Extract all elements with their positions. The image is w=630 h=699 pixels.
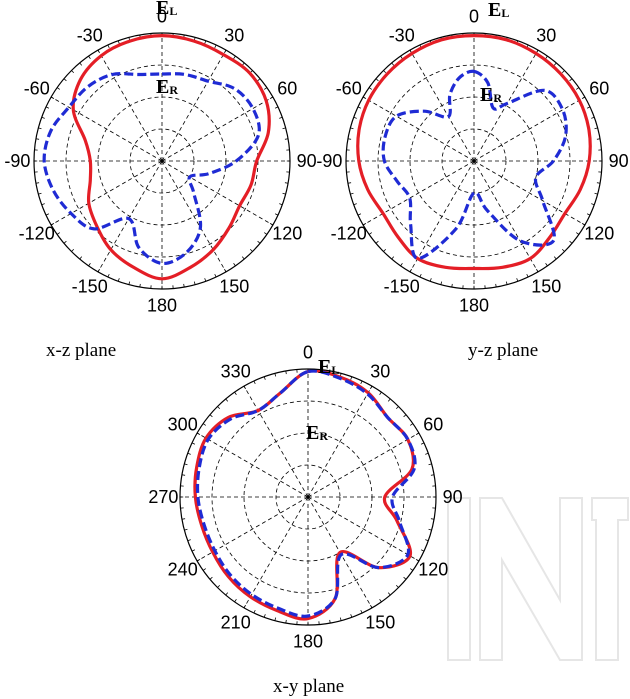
grid-spoke <box>243 385 309 498</box>
series-label-er: ER <box>480 84 502 106</box>
grid-spoke <box>473 160 586 226</box>
caption-xz-plane: x-z plane <box>46 340 117 361</box>
grid-spoke <box>161 96 274 162</box>
grid-spoke <box>161 160 274 226</box>
grid-spoke <box>362 96 475 162</box>
angle-tick-label: 90 <box>609 151 629 171</box>
grid-spoke <box>161 49 227 162</box>
watermark-logo <box>447 497 629 661</box>
angle-tick-label: 30 <box>370 362 390 382</box>
angle-tick-label: 0 <box>157 6 167 26</box>
series-er-line <box>195 369 417 618</box>
angle-tick-label: 0 <box>469 6 479 26</box>
angle-tick-label: 120 <box>418 559 448 579</box>
grid-spoke <box>243 496 309 609</box>
angle-tick-label: 0 <box>303 342 313 362</box>
grid-spoke <box>473 160 539 273</box>
polar-chart-0: 0 30 60 90 120 150 180 -150 -120 -90 -60 -30 EL ER <box>4 0 316 316</box>
series-label-er: ER <box>156 76 178 98</box>
grid-spoke <box>409 49 475 162</box>
grid-spoke <box>50 160 163 226</box>
series-label-el: EL <box>488 0 509 21</box>
grid-spoke <box>196 432 309 498</box>
caption-yz-plane: y-z plane <box>468 340 539 361</box>
polar-grid <box>34 33 290 289</box>
outer-ring <box>345 32 603 290</box>
polar-chart-2: 0 30 60 90 120 150 180 210 240 270 300 330 EL ER <box>148 342 462 651</box>
series-label-el: EL <box>156 0 177 19</box>
series-label-er: ER <box>306 422 328 444</box>
grid-spoke <box>473 96 586 162</box>
angle-tick-label: -120 <box>331 223 367 243</box>
angle-tick-label: 180 <box>293 632 323 652</box>
caption-xy-plane: x-y plane <box>273 676 345 697</box>
angle-tick-label: 150 <box>531 276 561 296</box>
angle-tick-label: 180 <box>459 296 489 316</box>
angle-tick-label: 150 <box>365 612 395 632</box>
series-label-el: EL <box>318 356 339 378</box>
angle-tick-label: 330 <box>221 362 251 382</box>
angle-tick-label: -150 <box>72 276 108 296</box>
angle-tick-label: 180 <box>147 296 177 316</box>
series-er-line <box>42 72 261 266</box>
grid-spoke <box>161 160 227 273</box>
angle-tick-label: 90 <box>443 487 463 507</box>
angle-tick-label: 30 <box>224 26 244 46</box>
angle-tick-label: 120 <box>584 223 614 243</box>
grid-spoke <box>97 160 163 273</box>
outer-ring <box>179 368 437 626</box>
angle-tick-label: 30 <box>536 26 556 46</box>
angle-tick-label: 60 <box>277 79 297 99</box>
grid-spoke <box>409 160 475 273</box>
angle-tick-label: 300 <box>168 415 198 435</box>
grid-spoke <box>50 96 163 162</box>
angle-tick-label: -30 <box>389 26 415 46</box>
grid-spoke <box>307 432 420 498</box>
angle-tick-label: -90 <box>316 151 342 171</box>
angle-tick-label: -60 <box>24 79 50 99</box>
angle-tick-label: -30 <box>77 26 103 46</box>
grid-ring <box>377 64 571 258</box>
angle-tick-label: -60 <box>336 79 362 99</box>
series-el-line <box>71 34 271 281</box>
grid-ring <box>211 400 405 594</box>
angle-tick-label: 60 <box>589 79 609 99</box>
angle-tick-label: 240 <box>168 559 198 579</box>
angle-tick-label: -150 <box>384 276 420 296</box>
angle-tick-label: 150 <box>219 276 249 296</box>
series-el-line <box>356 34 592 271</box>
grid-spoke <box>307 496 420 562</box>
series-er-line <box>381 69 568 261</box>
angle-tick-label: 90 <box>297 151 317 171</box>
angle-tick-label: 270 <box>148 487 178 507</box>
angle-tick-label: 210 <box>221 612 251 632</box>
angle-tick-label: 120 <box>272 223 302 243</box>
angle-tick-label: 60 <box>423 415 443 435</box>
grid-spoke <box>307 385 373 498</box>
angle-tick-label: -90 <box>4 151 30 171</box>
polar-grid <box>180 369 436 625</box>
polar-chart-1: 0 30 60 90 120 150 180 -150 -120 -90 -60 -30 EL ER <box>316 0 628 316</box>
grid-spoke <box>97 49 163 162</box>
grid-spoke <box>362 160 475 226</box>
outer-ring <box>33 32 291 290</box>
angle-tick-label: -120 <box>19 223 55 243</box>
